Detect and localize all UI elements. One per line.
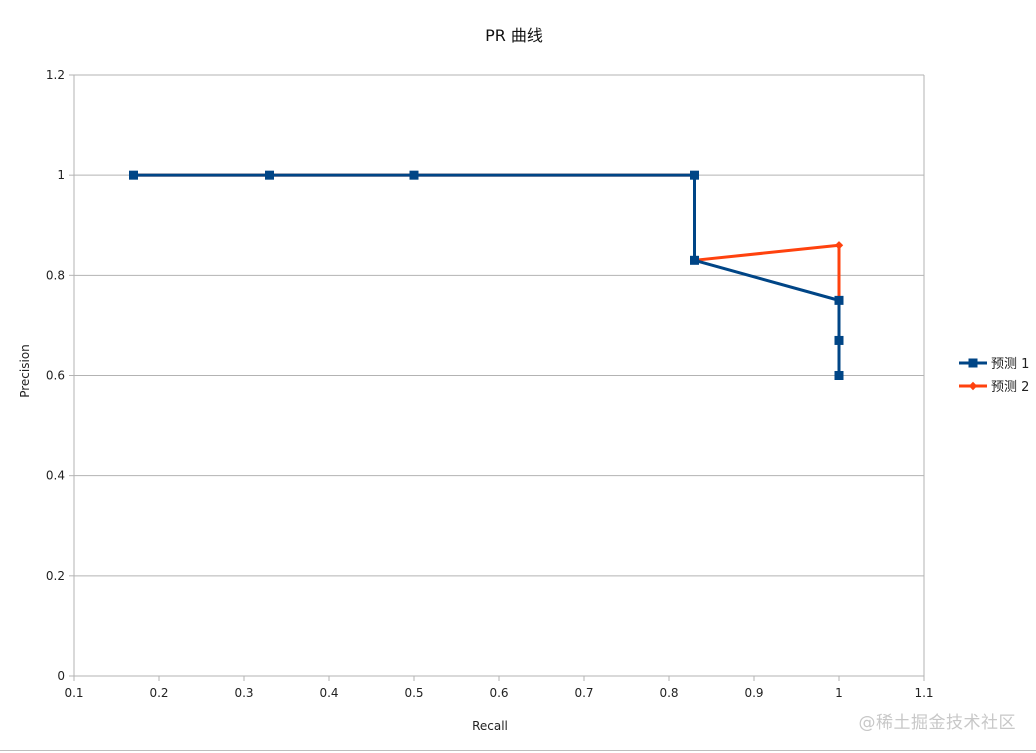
bottom-divider bbox=[0, 750, 1036, 751]
series-line-2 bbox=[132, 173, 841, 302]
y-tick-label: 1 bbox=[57, 168, 65, 182]
y-tick-label: 0.2 bbox=[46, 569, 65, 583]
series-2-point bbox=[834, 241, 844, 250]
y-tick-label: 0.6 bbox=[46, 369, 65, 383]
legend-item-2: 预测 2 bbox=[959, 380, 1029, 395]
series-line-1 bbox=[132, 173, 841, 377]
y-tick-label: 1.2 bbox=[46, 68, 65, 82]
y-tick-label: 0.8 bbox=[46, 268, 65, 282]
series-1-point bbox=[265, 170, 274, 180]
legend-label: 预测 1 bbox=[991, 357, 1029, 372]
legend-swatch-marker bbox=[968, 358, 978, 368]
legend-swatch-marker bbox=[968, 381, 978, 391]
series-1-point bbox=[834, 335, 844, 345]
x-tick-label: 0.7 bbox=[574, 686, 593, 700]
grid-lines bbox=[74, 74, 924, 577]
x-tick-label: 1 bbox=[835, 686, 843, 700]
legend-label: 预测 2 bbox=[991, 380, 1029, 395]
y-axis-title: Precision bbox=[18, 344, 32, 398]
x-tick-label: 0.6 bbox=[489, 686, 508, 700]
x-tick-label: 0.8 bbox=[659, 686, 678, 700]
chart-title: PR 曲线 bbox=[485, 26, 543, 45]
y-tick-label: 0.4 bbox=[46, 469, 65, 483]
series-1-point bbox=[409, 170, 419, 180]
legend: 预测 1 预测 2 bbox=[959, 357, 1029, 395]
axes bbox=[69, 74, 925, 681]
x-tick-label: 0.1 bbox=[64, 686, 83, 700]
series-1-point bbox=[129, 170, 138, 180]
y-tick-labels: 0 0.2 0.4 0.6 0.8 1 1.2 bbox=[46, 68, 65, 683]
series-1-point bbox=[834, 371, 844, 380]
y-tick-label: 0 bbox=[57, 669, 65, 683]
series-1-point bbox=[690, 170, 699, 180]
x-tick-label: 1.1 bbox=[914, 686, 933, 700]
watermark: @稀土掘金技术社区 bbox=[858, 713, 1016, 733]
x-tick-label: 0.3 bbox=[234, 686, 253, 700]
series-1-point bbox=[834, 295, 844, 305]
x-tick-label: 0.4 bbox=[319, 686, 338, 700]
x-tick-label: 0.2 bbox=[149, 686, 168, 700]
x-tick-labels: 0.1 0.2 0.3 0.4 0.5 0.6 0.7 0.8 0.9 1 1.1 bbox=[64, 686, 933, 700]
x-tick-label: 0.9 bbox=[744, 686, 763, 700]
legend-item-1: 预测 1 bbox=[959, 357, 1029, 372]
x-tick-label: 0.5 bbox=[404, 686, 423, 700]
series-markers bbox=[129, 170, 844, 380]
series-1-point bbox=[690, 255, 699, 265]
x-axis-title: Recall bbox=[472, 719, 508, 733]
